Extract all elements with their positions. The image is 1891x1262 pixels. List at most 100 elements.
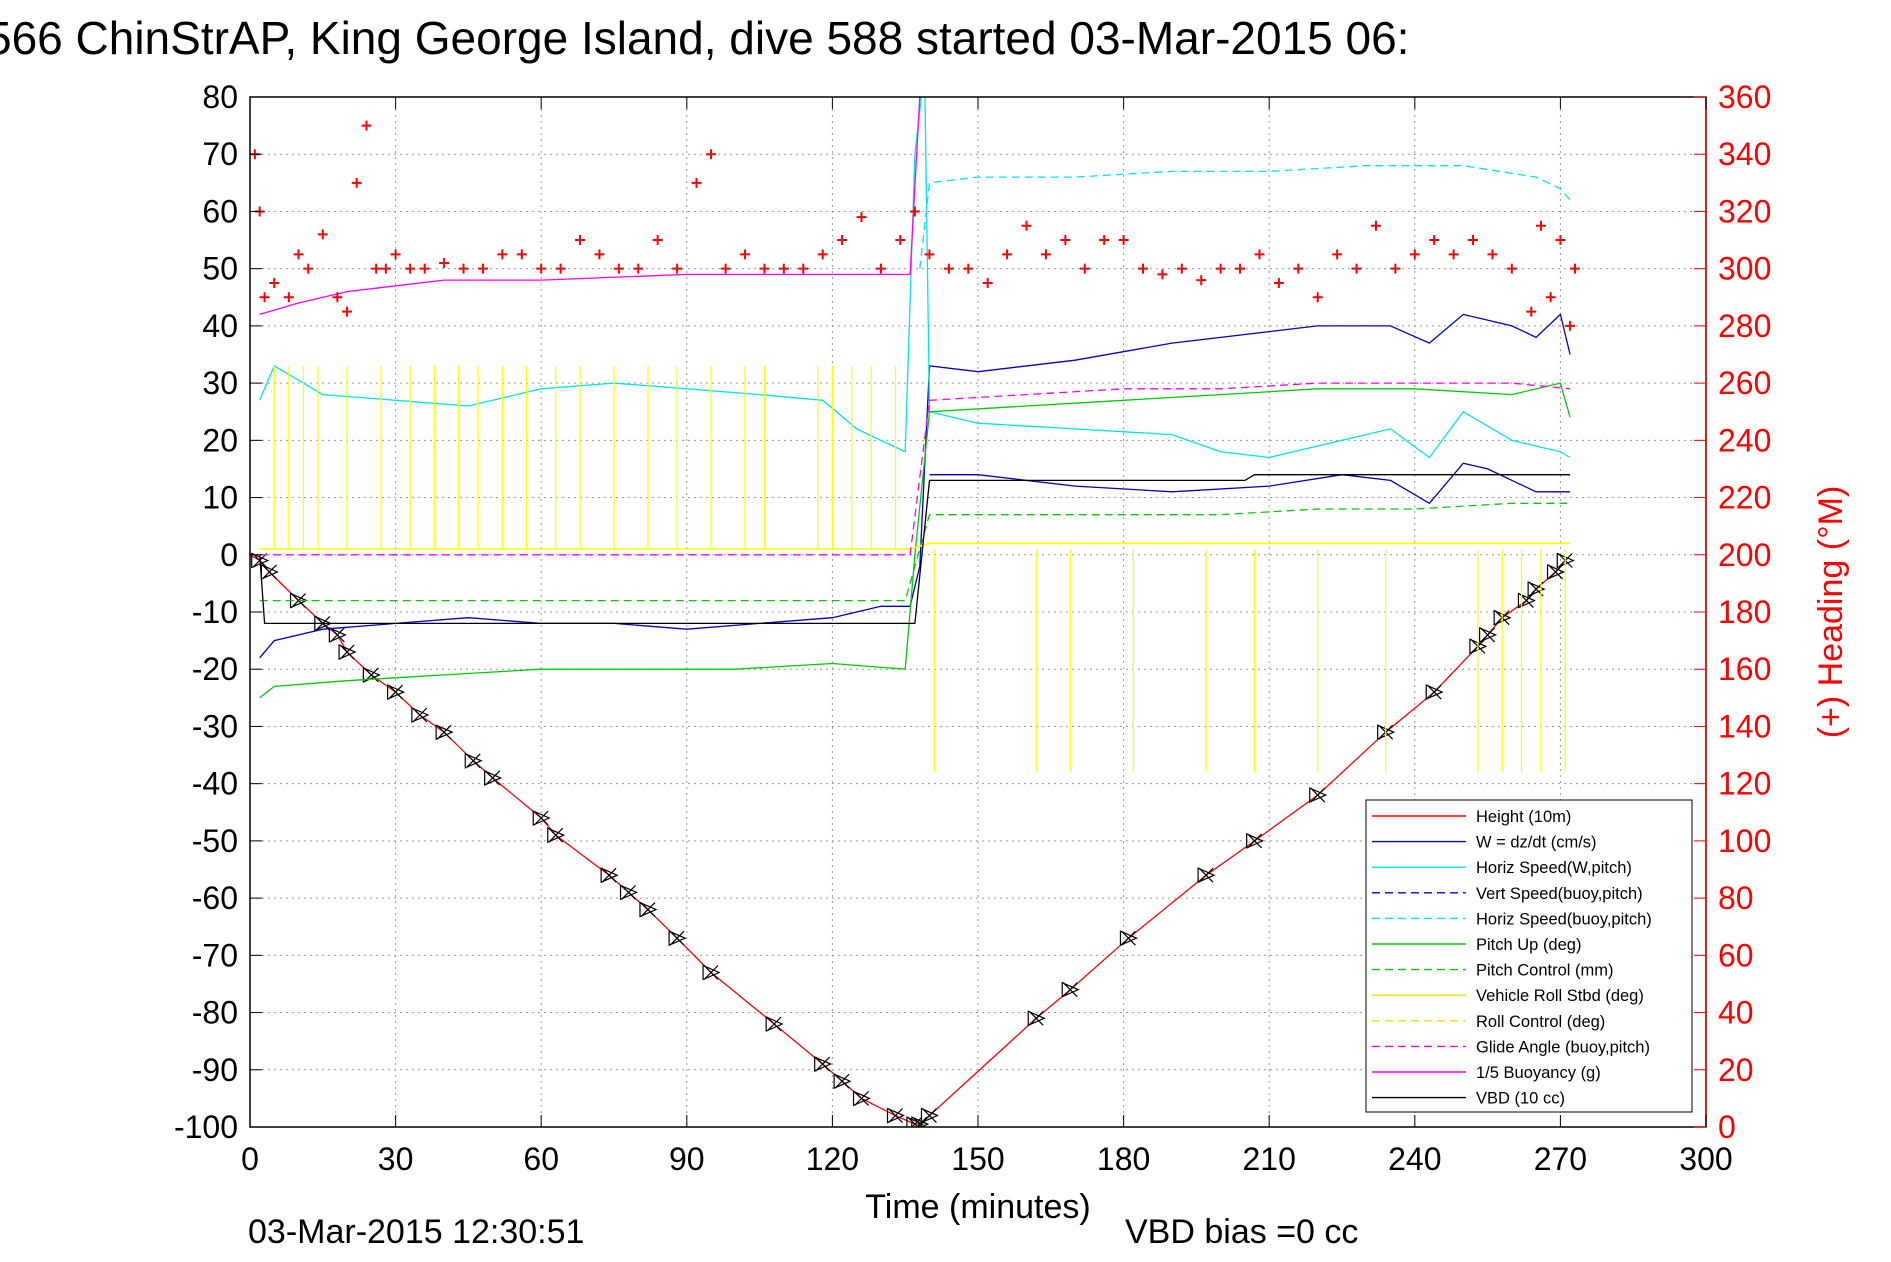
heading-marker [798,263,809,274]
legend-label: Horiz Speed(W,pitch) [1476,859,1632,877]
series-w-dz-dt-cm-s [259,313,1571,659]
heading-marker [720,263,731,274]
heading-marker [351,177,362,188]
heading-marker [652,235,663,246]
y2-tick-label: 200 [1718,537,1771,573]
legend-label: Roll Control (deg) [1476,1013,1605,1031]
heading-marker [1351,263,1362,274]
height-marker [702,964,721,981]
height-marker [1027,1010,1046,1027]
x-tick-label: 210 [1243,1141,1296,1177]
heading-marker [1215,263,1226,274]
heading-marker [706,149,717,160]
height-marker [1309,787,1328,804]
heading-marker [982,277,993,288]
y-tick-label: -70 [192,937,238,973]
series-vehicle-roll-stbd-deg [259,542,1571,550]
heading-marker [1099,235,1110,246]
height-marker [411,707,430,723]
heading-marker [293,249,304,260]
y2-tick-label: 240 [1718,422,1771,458]
height-marker [328,626,347,643]
heading-marker [419,263,430,274]
y-tick-label: 0 [220,537,238,573]
x-tick-label: 30 [378,1141,414,1177]
height-marker [886,1107,905,1124]
series-pitch-control-mm [259,502,1571,602]
x-axis-ticks: 0 30 60 90 120 150 180 210 240 270 300 [241,97,1733,1177]
y-tick-label: -50 [192,823,238,859]
y-tick-label: 70 [202,136,238,172]
series-group [250,97,1580,1127]
y2-tick-label: 220 [1718,480,1771,516]
y-tick-label: 40 [202,308,238,344]
series-w-dive-2-ascent-lower-band [929,462,1571,505]
height-marker [484,770,503,786]
height-marker [852,1090,872,1107]
height-marker [906,1116,925,1127]
heading-marker [1370,220,1381,231]
heading-marker [303,263,314,274]
height-marker [1246,832,1265,849]
y-tick-label: 60 [202,193,238,229]
heading-marker [1565,320,1576,331]
heading-marker [439,257,450,268]
height-marker [833,1073,852,1090]
y-tick-label: -80 [192,995,238,1031]
heading-marker [332,292,343,303]
footer-timestamp: 03-Mar-2015 12:30:51 [248,1213,584,1251]
heading-marker [963,263,974,274]
x-tick-label: 240 [1388,1141,1441,1177]
y-tick-label: 10 [202,480,238,516]
series-glide-angle-buoy-pitch [259,382,1571,556]
x-axis-label: Time (minutes) [865,1188,1090,1226]
legend-label: Vert Speed(buoy,pitch) [1476,885,1643,903]
x-tick-label: 60 [523,1141,559,1177]
legend-label: W = dz/dt (cm/s) [1476,834,1597,852]
heading-marker [1235,263,1246,274]
heading-marker [516,249,527,260]
height-marker [547,827,566,844]
y2-tick-label: 340 [1718,136,1771,172]
heading-marker [1535,220,1546,231]
series-layer [250,97,1580,1127]
chart-title: 566 ChinStrAP, King George Island, dive … [0,12,1409,64]
legend-label: Pitch Control (mm) [1476,962,1614,980]
x-tick-label: 180 [1097,1141,1150,1177]
y2-tick-label: 260 [1718,365,1771,401]
series-horiz-speed-buoy-pitch [919,165,1571,269]
series-1-5-buoyancy-g [259,97,921,316]
x-tick-label: 90 [669,1141,705,1177]
heading-marker [1390,263,1401,274]
height-marker [464,752,483,769]
height-marker [920,1107,939,1124]
heading-marker [875,263,886,274]
heading-marker [536,263,547,274]
heading-marker [1176,263,1187,274]
y-tick-label: 50 [202,251,238,287]
y2-tick-label: 320 [1718,193,1771,229]
y-tick-label: -90 [192,1052,238,1088]
y2-axis-label: (+) Heading (°M) [1812,486,1850,739]
y2-tick-label: 80 [1718,880,1754,916]
legend-label: Glide Angle (buoy,pitch) [1476,1038,1650,1056]
legend-label: Height (10m) [1476,808,1571,826]
height-marker [1197,867,1216,884]
heading-marker [1040,249,1051,260]
height-marker [1061,981,1080,998]
heading-marker [371,263,382,274]
heading-marker [856,212,867,223]
heading-marker [555,263,566,274]
x-tick-label: 270 [1534,1141,1587,1177]
y2-tick-label: 360 [1718,79,1771,115]
series-pitch-up-deg [259,382,1571,699]
legend-label: VBD (10 cc) [1476,1090,1565,1108]
heading-marker [1487,249,1498,260]
heading-marker [1555,235,1566,246]
heading-marker [909,206,920,217]
height-marker [1527,581,1546,598]
height-marker [1119,930,1138,947]
heading-marker [1002,249,1013,260]
y-tick-label: -60 [192,880,238,916]
height-marker [600,867,619,884]
